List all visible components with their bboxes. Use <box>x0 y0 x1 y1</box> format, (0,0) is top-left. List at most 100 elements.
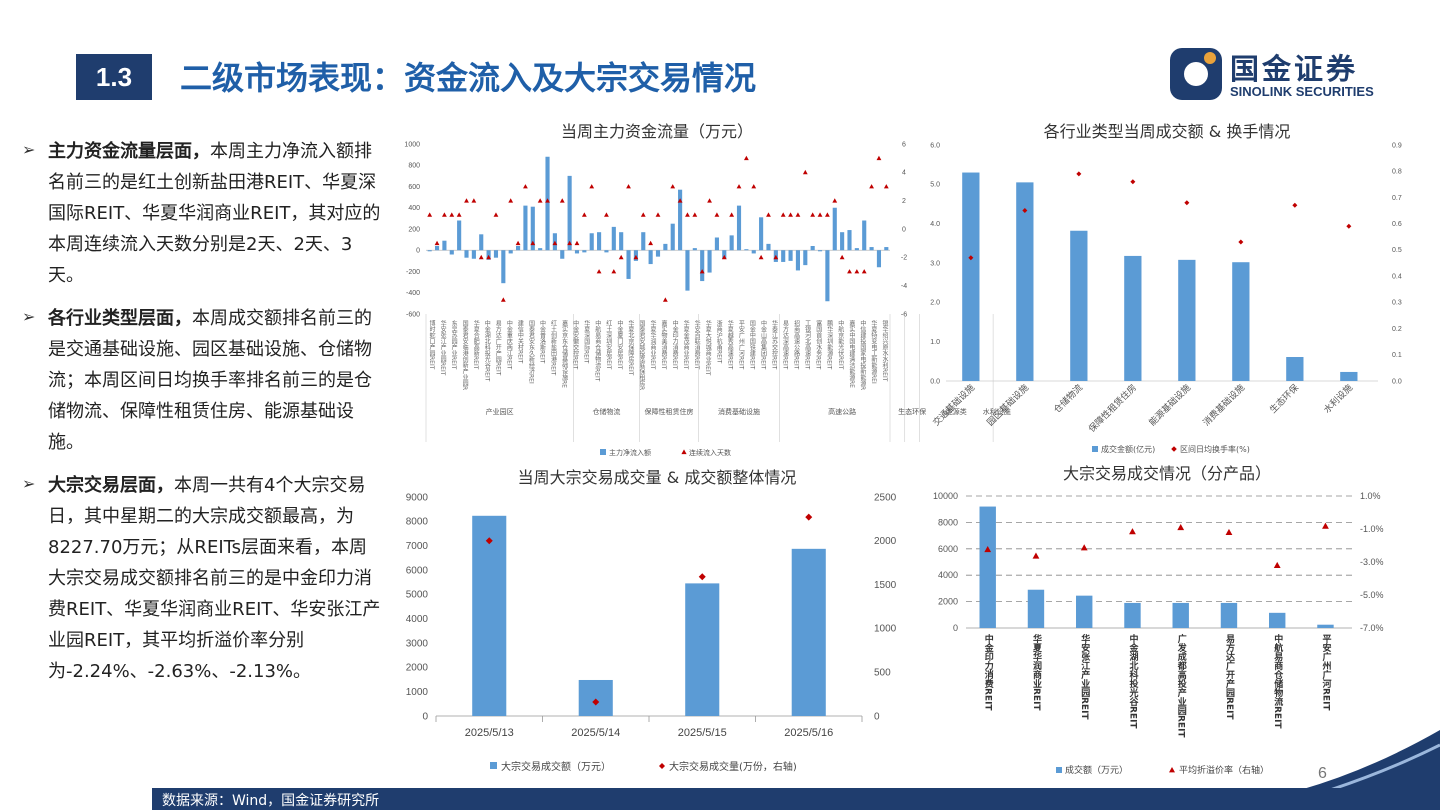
category-tick-label: 园区基础设施 <box>984 382 1031 429</box>
fund-flow-bar <box>729 235 734 251</box>
category-tick-label: 能源基础设施 <box>1146 382 1193 429</box>
category-tick-label: 中金印力消费REIT <box>671 319 678 369</box>
chart-title: 当周主力资金流量（万元） <box>560 122 753 141</box>
category-tick-label: 生态环保 <box>1267 382 1301 416</box>
legend-label: 成交金额(亿元) <box>1101 444 1155 454</box>
product-amount-bar <box>1124 602 1141 628</box>
bullet-body: 本周一共有4个大宗交易日，其中星期二的大宗成交额最高，为8227.70万元；从R… <box>48 475 381 682</box>
product-amount-bar <box>1317 624 1334 628</box>
category-tick-label: 华安百联消费REIT <box>693 319 700 369</box>
y-axis-tick-label: 800 <box>408 163 420 170</box>
category-tick-label: 平安广州广河REIT <box>1320 634 1332 712</box>
y2-axis-tick-label: -7.0% <box>1360 623 1384 633</box>
category-tick-label: 2025/5/14 <box>571 727 620 739</box>
y2-axis-tick-label: 0.1 <box>1392 352 1402 359</box>
turnover-amount-bar <box>1232 262 1250 381</box>
turnover-amount-bar <box>1016 182 1034 381</box>
turnover-amount-bar <box>1340 371 1358 381</box>
y2-axis-tick-label: 6 <box>902 141 906 148</box>
fund-flow-bar <box>597 232 602 251</box>
fund-flow-bar <box>427 250 432 252</box>
product-premium-marker <box>1177 523 1185 531</box>
consecutive-days-marker <box>699 269 705 274</box>
page-number: 6 <box>1318 765 1327 782</box>
fund-flow-bar <box>508 250 513 254</box>
y2-axis-tick-label: 0.7 <box>1392 195 1402 202</box>
consecutive-days-marker <box>670 184 676 189</box>
fund-flow-bar <box>862 220 867 251</box>
y-axis-tick-label: 0 <box>953 623 958 633</box>
fund-flow-bar <box>884 247 889 251</box>
category-tick-label: 华泰江苏交控REIT <box>771 319 778 369</box>
category-tick-label: 易方达广开产园REIT <box>494 320 501 376</box>
consecutive-days-marker <box>743 155 749 161</box>
turnover-rate-marker <box>1076 171 1082 177</box>
y2-axis-tick-label: 0.3 <box>1392 300 1402 307</box>
block-trade-amount-bar <box>472 515 507 716</box>
block-trade-volume-marker <box>592 698 600 706</box>
consecutive-days-marker <box>876 155 882 161</box>
fund-flow-bar <box>663 243 668 251</box>
y2-axis-tick-label: 2000 <box>874 536 897 547</box>
fund-flow-bar <box>479 234 484 251</box>
group-label: 产业园区 <box>486 407 514 416</box>
product-premium-marker <box>1273 561 1281 569</box>
y-axis-tick-label: 3000 <box>406 638 429 649</box>
consecutive-days-marker <box>515 240 521 246</box>
source-bar <box>152 788 1440 810</box>
product-amount-bar <box>1076 595 1093 628</box>
consecutive-days-marker <box>618 254 624 260</box>
fund-flow-bar <box>817 250 823 252</box>
legend-swatch-bar <box>600 449 606 455</box>
fund-flow-bar <box>589 233 594 251</box>
consecutive-days-marker <box>780 212 786 217</box>
category-tick-label: 消费基础设施 <box>1200 382 1247 429</box>
consecutive-days-marker <box>692 212 698 217</box>
y-axis-tick-label: 2000 <box>406 663 429 674</box>
legend-swatch-bar <box>1056 767 1062 773</box>
y-axis-tick-label: 2.0 <box>930 300 940 307</box>
consecutive-days-marker <box>559 198 565 203</box>
bullet-heading: 主力资金流量层面， <box>48 141 210 162</box>
consecutive-days-marker <box>596 269 602 274</box>
fund-flow-bar <box>619 232 624 251</box>
category-tick-label: 中金重庆两江REIT <box>505 319 512 369</box>
block-trade-amount-bar <box>791 548 826 716</box>
consecutive-days-marker <box>648 240 654 246</box>
y2-axis-tick-label: 1000 <box>874 624 897 635</box>
company-logo: 国金证券 SINOLINK SECURITIES <box>1168 46 1408 102</box>
y-axis-tick-label: 4.0 <box>930 221 940 228</box>
category-tick-label: 浙商沪杭甬REIT <box>715 319 722 363</box>
turnover-rate-marker <box>1184 200 1190 206</box>
product-premium-marker <box>1225 528 1233 536</box>
legend-label: 大宗交易成交量(万份，右轴) <box>669 760 797 773</box>
y-axis-tick-label: 0.0 <box>930 378 940 385</box>
fund-flow-bar <box>714 237 719 251</box>
y-axis-tick-label: 6.0 <box>930 142 940 149</box>
product-amount-bar <box>979 506 996 628</box>
category-tick-label: 国泰君安城投宽庭保租房R <box>638 320 645 390</box>
y2-axis-tick-label: 500 <box>874 668 891 679</box>
y-axis-tick-label: 400 <box>408 205 420 212</box>
fund-flow-bar <box>803 250 808 266</box>
consecutive-days-marker <box>869 184 874 189</box>
consecutive-days-marker <box>788 212 793 217</box>
y-axis-tick-label: 0 <box>422 711 428 722</box>
category-tick-label: 富国首创水务REIT <box>815 319 822 369</box>
category-tick-label: 易方达广开产园REIT <box>1224 634 1235 721</box>
fund-flow-bar <box>707 250 712 273</box>
y-axis-tick-label: 1000 <box>404 141 420 148</box>
arrow-bullet-icon: ➢ <box>22 307 36 326</box>
fund-flow-chart: 当周主力资金流量（万元） 1000 800 600 400 200 0 -200 -400 -6… <box>392 116 1010 464</box>
consecutive-days-marker <box>427 212 433 217</box>
consecutive-days-marker <box>640 212 646 217</box>
bullet-item: ➢ 大宗交易层面，本周一共有4个大宗交易日，其中星期二的大宗成交额最高，为822… <box>22 470 382 687</box>
category-tick-label: 中航易商仓储物流REIT <box>1272 633 1284 730</box>
fund-flow-bar <box>530 206 535 251</box>
y-axis-tick-label: 6000 <box>938 544 958 554</box>
y-axis-tick-label: 3.0 <box>930 260 940 267</box>
legend-label: 成交额（万元） <box>1065 764 1128 776</box>
block-trade-amount-bar <box>578 679 613 716</box>
turnover-amount-bar <box>1124 255 1142 381</box>
block-trade-volume-marker <box>698 573 706 581</box>
